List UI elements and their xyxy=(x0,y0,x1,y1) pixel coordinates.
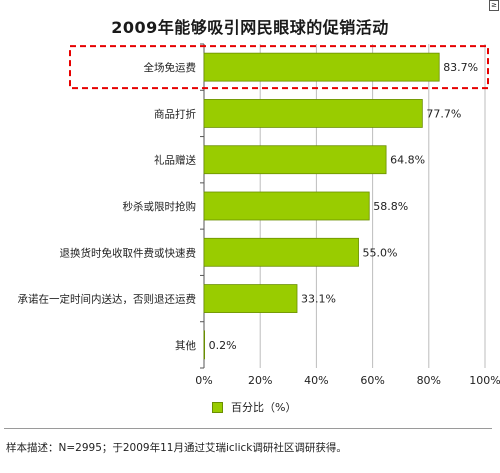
value-label: 77.7% xyxy=(426,107,461,120)
x-tick-label: 100% xyxy=(469,374,500,387)
value-label: 83.7% xyxy=(443,61,478,74)
bar xyxy=(203,191,370,221)
value-label: 58.8% xyxy=(373,200,408,213)
category-label: 秒杀或限时抢购 xyxy=(123,200,197,213)
legend: 百分比（%） xyxy=(212,400,296,414)
legend-swatch xyxy=(212,401,223,413)
category-label: 退换货时免收取件费或快速费 xyxy=(60,246,197,259)
bar xyxy=(203,52,440,82)
divider xyxy=(4,428,492,429)
category-label: 其他 xyxy=(175,339,196,352)
bar xyxy=(203,99,423,128)
category-label: 礼品赠送 xyxy=(154,154,196,167)
value-label: 55.0% xyxy=(363,246,398,259)
bar xyxy=(203,145,387,175)
bars xyxy=(203,52,440,360)
category-label: 全场免运费 xyxy=(144,61,197,74)
x-tick-label: 60% xyxy=(360,374,384,387)
category-labels: 全场免运费商品打折礼品赠送秒杀或限时抢购退换货时免收取件费或快速费承诺在一定时间… xyxy=(18,61,197,352)
x-tick-label: 0% xyxy=(195,374,212,387)
expand-icon[interactable]: ≥ xyxy=(489,0,499,11)
category-label: 承诺在一定时间内送达，否则退还运费 xyxy=(18,293,197,306)
value-label: 64.8% xyxy=(390,154,425,167)
x-tick-labels: 0% 20% 40% 60% 80% 100% xyxy=(195,374,500,387)
bar xyxy=(203,237,359,267)
value-label: 33.1% xyxy=(301,293,336,306)
footnote: 样本描述：N=2995；于2009年11月通过艾瑞iclick调研社区调研获得。 xyxy=(6,442,347,454)
category-label: 商品打折 xyxy=(154,107,196,120)
axes xyxy=(200,43,205,369)
legend-label: 百分比（%） xyxy=(231,401,297,414)
bar xyxy=(203,330,206,360)
x-tick-label: 20% xyxy=(248,374,272,387)
value-labels: 83.7% 77.7% 64.8% 58.8% 55.0% 33.1% 0.2% xyxy=(209,61,479,352)
bar xyxy=(203,284,298,313)
x-tick-label: 40% xyxy=(304,374,328,387)
value-label: 0.2% xyxy=(209,339,237,352)
chart-title: 2009年能够吸引网民眼球的促销活动 xyxy=(111,18,389,37)
x-tick-label: 80% xyxy=(417,374,441,387)
